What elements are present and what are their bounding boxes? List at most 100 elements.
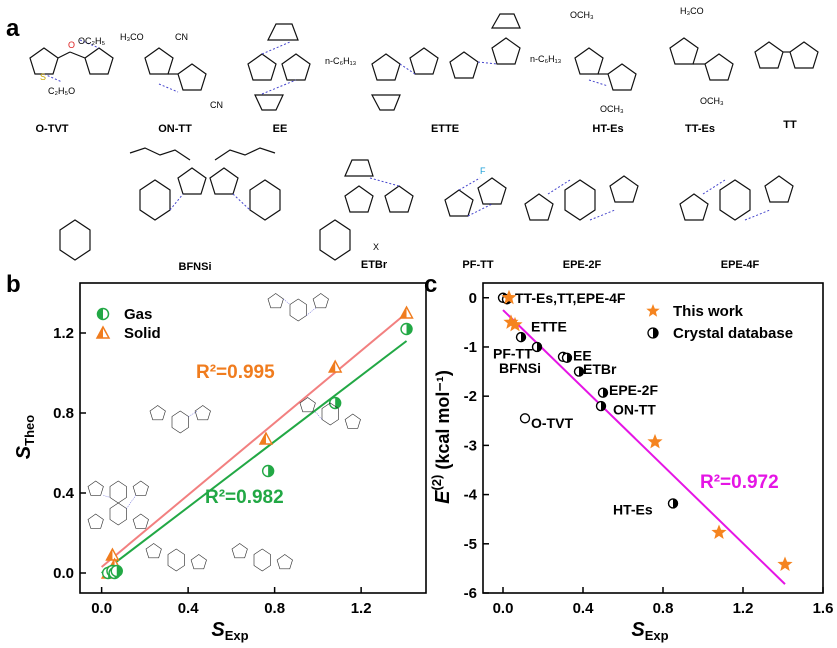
point-label: HT-Es — [613, 501, 653, 517]
molecule-tt-es: H₃CO OCH₃ TT-Es — [669, 6, 734, 135]
point-gas — [261, 464, 275, 478]
legend-crystal-label: Crystal database — [673, 325, 793, 342]
panel-c-point-labels: TT-Es,TT,EPE-4F ETTE PF-TT EE BFNSi ETBr EPE-2… — [493, 290, 658, 518]
panel-b: b 0.0 0.4 0.8 1.2 0.0 0.4 0.8 1.2 — [6, 271, 427, 643]
molecule-epe-4f: EPE-4F — [679, 175, 794, 271]
panel-c-ylabel: E(2) (kcal mol⁻¹) — [429, 370, 454, 504]
panel-b-y-tick-label: 0.4 — [53, 485, 75, 502]
point-crystal — [515, 331, 527, 343]
panel-c-y-tick-label: -1 — [464, 339, 477, 356]
legend-this-work-marker — [646, 304, 660, 317]
point-crystal — [531, 341, 543, 353]
oxygen-atom: O — [68, 40, 75, 50]
point-label: ON-TT — [613, 401, 656, 417]
point-this-work — [647, 433, 663, 449]
panel-b-x-tick-label: 1.2 — [351, 600, 372, 617]
point-solid — [258, 431, 274, 445]
substituent-hexyl-2: n-C₆H₁₃ — [530, 54, 562, 64]
panel-c-y-tick-label: -3 — [464, 437, 477, 454]
substituent-h3co: H₃CO — [120, 32, 144, 42]
panel-b-y-tick-label: 0.8 — [53, 405, 74, 422]
molecule-o-tvt: S O OC₂H₅ C₂H₅O O-TVT — [29, 36, 114, 135]
panel-c-x-tick-label: 0.8 — [653, 600, 674, 617]
label-o-tvt: O-TVT — [36, 123, 69, 135]
panel-b-y-tick-label: 1.2 — [53, 325, 74, 342]
panel-b-ylabel: STheo — [13, 415, 37, 459]
panel-c-x-tick-label: 1.2 — [733, 600, 754, 617]
panel-c-y-tick-label: -5 — [464, 536, 477, 553]
legend-gas-label: Gas — [124, 306, 152, 323]
point-this-work — [503, 314, 519, 329]
panel-b-xlabel: SExp — [211, 619, 248, 643]
substituent-och3-3: OCH₃ — [700, 96, 724, 106]
label-etbr: ETBr — [361, 259, 388, 271]
panel-c-x-tick-label: 0.0 — [493, 600, 514, 617]
panel-b-x-tick-label: 0.8 — [264, 600, 285, 617]
point-solid — [105, 547, 120, 561]
legend-gas-marker — [96, 307, 110, 321]
label-epe-2f: EPE-2F — [563, 259, 602, 271]
point-crystal — [667, 498, 679, 509]
molecule-etbr: X ETBr — [344, 159, 414, 271]
substituent-h3co-2: H₃CO — [680, 6, 704, 16]
panel-b-x-tick-label: 0.4 — [178, 600, 200, 617]
point-this-work — [507, 316, 523, 332]
fit-line-solid — [100, 312, 408, 568]
substituent-cn: CN — [175, 32, 188, 42]
panel-b-x-tick-label: 0.0 — [91, 600, 112, 617]
point-label: BFNSi — [499, 360, 541, 376]
point-open-circle — [519, 413, 531, 424]
panel-b-letter: b — [6, 271, 21, 298]
panel-c: c 0.0 0.4 0.8 1.2 1.6 0 -1 -2 -3 -4 -5 -6 TT-Es,TT,… — [424, 271, 833, 643]
panel-c-fit-line — [502, 309, 786, 585]
legend-solid-label: Solid — [124, 325, 161, 342]
legend-crystal-marker — [647, 327, 659, 339]
panel-c-letter: c — [424, 271, 437, 298]
panel-c-x-tick-label: 0.4 — [573, 600, 595, 617]
panel-c-legend: This work Crystal database — [646, 303, 793, 342]
point-gas — [110, 564, 123, 578]
r2-fit-label: R²=0.972 — [700, 472, 779, 493]
panel-c-ticks: 0.0 0.4 0.8 1.2 1.6 0 -1 -2 -3 -4 -5 -6 — [464, 290, 834, 617]
point-this-work — [501, 289, 517, 305]
molecule-pf-tt: F PF-TT — [444, 166, 507, 271]
point-solid — [327, 359, 343, 373]
panel-c-y-tick-label: -2 — [464, 388, 477, 405]
panel-b-plot-frame — [79, 282, 427, 594]
panel-a-letter: a — [6, 15, 20, 42]
panel-c-x-tick-label: 1.6 — [813, 600, 834, 617]
panel-c-plot-frame — [482, 282, 824, 594]
point-label: ETBr — [583, 361, 617, 377]
r2-solid-label: R²=0.995 — [196, 362, 275, 383]
r2-gas-label: R²=0.982 — [205, 487, 284, 508]
fluorine-atom: F — [480, 166, 486, 176]
point-label: EE — [573, 347, 592, 363]
substituent-och3-2: OCH₃ — [600, 104, 624, 114]
point-label: EPE-2F — [609, 382, 658, 398]
point-label: PF-TT — [493, 345, 533, 361]
panel-b-ticks: 0.0 0.4 0.8 1.2 0.0 0.4 0.8 1.2 — [53, 325, 371, 617]
point-label: O-TVT — [531, 415, 573, 431]
panel-b-points — [100, 305, 414, 580]
sulfur-atom: S — [40, 72, 46, 82]
substituent-hexyl: n-C₆H₁₃ — [325, 56, 357, 66]
label-on-tt: ON-TT — [158, 123, 192, 135]
legend-solid-marker — [95, 325, 111, 339]
point-crystal — [597, 387, 609, 398]
panel-c-points — [497, 289, 793, 571]
point-label: ETTE — [531, 318, 567, 334]
point-gas — [400, 322, 413, 336]
substituent-cn-2: CN — [210, 100, 223, 110]
panel-a: a S O OC₂H₅ C₂H₅O O-TVT H₃CO CN CN ON-TT — [6, 6, 819, 273]
label-epe-4f: EPE-4F — [721, 259, 760, 271]
substituent-c2h5o: C₂H₅O — [48, 86, 75, 96]
point-crystal — [595, 400, 607, 412]
point-this-work — [777, 556, 793, 571]
molecule-ette: n-C₆H₁₃ n-C₆H₁₃ ETTE — [325, 13, 562, 135]
panel-b-y-tick-label: 0.0 — [53, 565, 74, 582]
panel-b-legend: Gas Solid — [95, 306, 161, 342]
label-ee: EE — [273, 123, 288, 135]
point-label: TT-Es,TT,EPE-4F — [515, 290, 626, 306]
molecule-on-tt: H₃CO CN CN ON-TT — [120, 32, 223, 135]
